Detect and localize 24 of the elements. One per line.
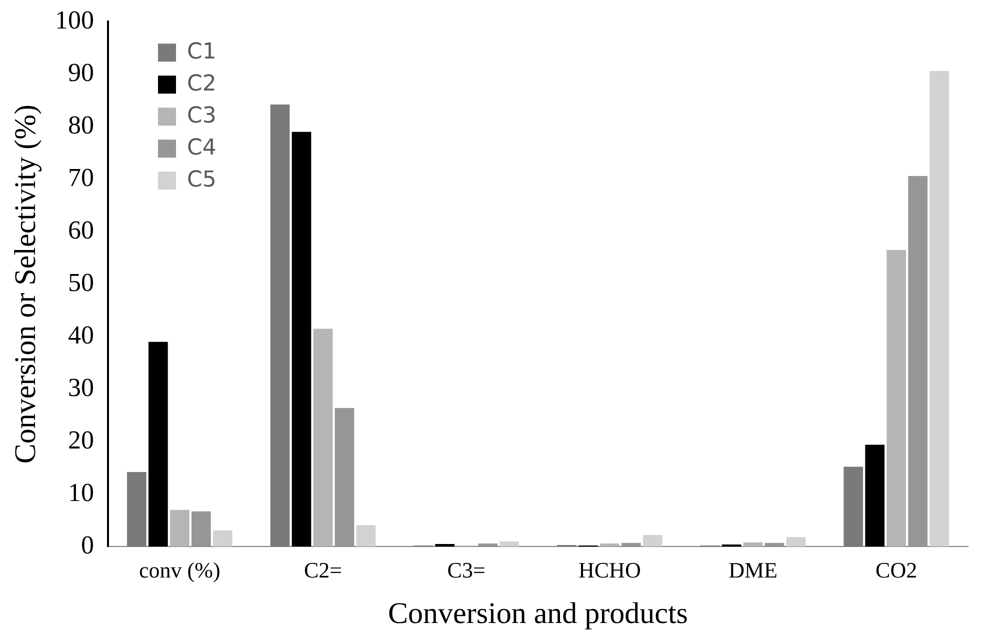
y-tick-label: 60 [68,215,94,244]
y-tick-label: 100 [55,5,94,34]
x-tick-label: C2= [304,558,342,583]
x-tick-label: C3= [447,558,486,583]
y-tick-label: 50 [68,268,94,297]
x-tick-label: conv (%) [139,558,220,583]
y-tick-label: 10 [68,478,94,507]
y-tick-label: 20 [68,425,94,454]
legend-label: C5 [187,167,216,192]
y-axis-title: Conversion or Selectivity (%) [8,104,42,464]
x-axis-title: Conversion and products [388,596,688,630]
x-tick-label: HCHO [578,558,641,583]
y-tick-label: 80 [68,110,94,140]
y-tick-label: 0 [81,530,94,560]
x-tick-label: DME [728,558,778,583]
y-tick-label: 70 [68,162,94,192]
y-tick-label: 40 [68,320,94,350]
legend-label: C2 [187,71,216,96]
x-tick-label: CO2 [876,558,918,583]
legend-label: C1 [187,39,216,64]
legend-label: C3 [187,103,216,128]
y-tick-label: 90 [68,58,94,87]
legend-label: C4 [187,135,216,160]
y-tick-label: 30 [68,372,94,402]
